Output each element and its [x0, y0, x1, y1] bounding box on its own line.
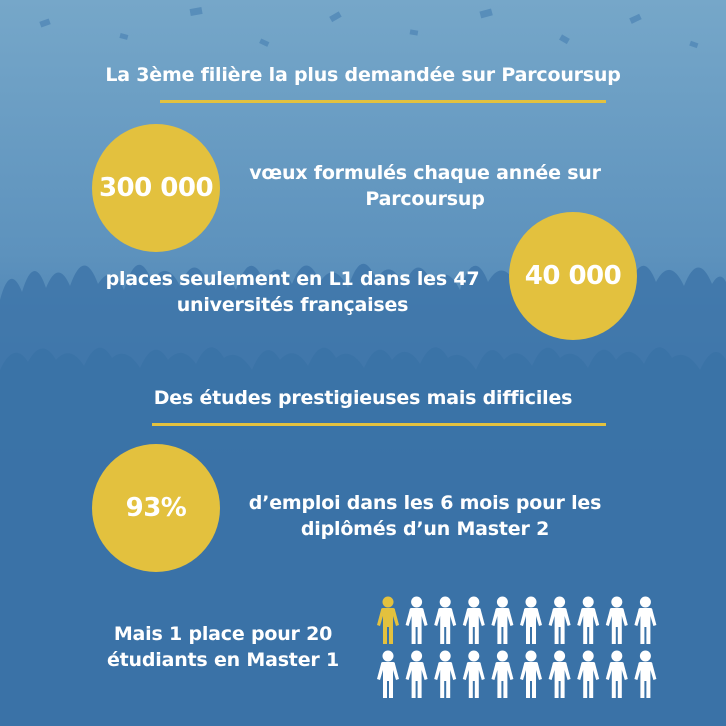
person-icon	[520, 596, 542, 644]
person-icon	[462, 650, 485, 698]
person-icon	[434, 650, 457, 698]
stat-description: places seulement en L1 dans les 47 unive…	[80, 266, 505, 318]
person-icon	[520, 650, 542, 698]
person-icon	[405, 596, 428, 644]
person-icon	[491, 650, 514, 698]
stat-value: 93%	[125, 493, 187, 523]
person-icon	[462, 596, 485, 644]
ratio-text-line: Mais 1 place pour 20	[113, 623, 333, 645]
stat-circle-300000: 300 000	[92, 124, 220, 252]
stat-description: d’emploi dans les 6 mois pour les diplôm…	[220, 490, 630, 542]
person-icon	[605, 650, 628, 698]
person-icon	[577, 596, 600, 644]
person-icon	[605, 596, 628, 644]
person-icon	[377, 650, 399, 698]
person-icon	[548, 650, 571, 698]
heading-underline	[160, 100, 606, 103]
stat-value: 300 000	[98, 173, 214, 203]
stat-text-line: universités françaises	[176, 294, 409, 316]
ratio-text-line: étudiants en Master 1	[106, 649, 339, 671]
person-icon	[634, 596, 657, 644]
stat-circle-40000: 40 000	[509, 212, 637, 340]
person-icon	[434, 596, 457, 644]
stat-circle-93: 93%	[92, 444, 220, 572]
heading-underline	[152, 423, 606, 426]
person-icon	[377, 596, 399, 644]
person-icon	[491, 596, 514, 644]
stat-value: 40 000	[524, 261, 622, 291]
person-icon	[548, 596, 571, 644]
person-icon	[577, 650, 600, 698]
flying-caps	[39, 7, 699, 49]
section1-heading: La 3ème filière la plus demandée sur Par…	[105, 64, 621, 86]
stat-text-line: vœux formulés chaque année sur	[249, 162, 601, 184]
person-icon	[634, 650, 657, 698]
stat-description: vœux formulés chaque année sur Parcoursu…	[215, 160, 635, 212]
stat-text-line: places seulement en L1 dans les 47	[105, 268, 480, 290]
people-pictogram	[377, 596, 657, 698]
stat-text-line: d’emploi dans les 6 mois pour les	[248, 492, 602, 514]
stat-text-line: diplômés d’un Master 2	[300, 518, 550, 540]
stat-text-line: Parcoursup	[365, 188, 485, 210]
section2-heading: Des études prestigieuses mais difficiles	[153, 387, 573, 409]
ratio-description: Mais 1 place pour 20 étudiants en Master…	[88, 621, 358, 673]
person-icon	[405, 650, 428, 698]
